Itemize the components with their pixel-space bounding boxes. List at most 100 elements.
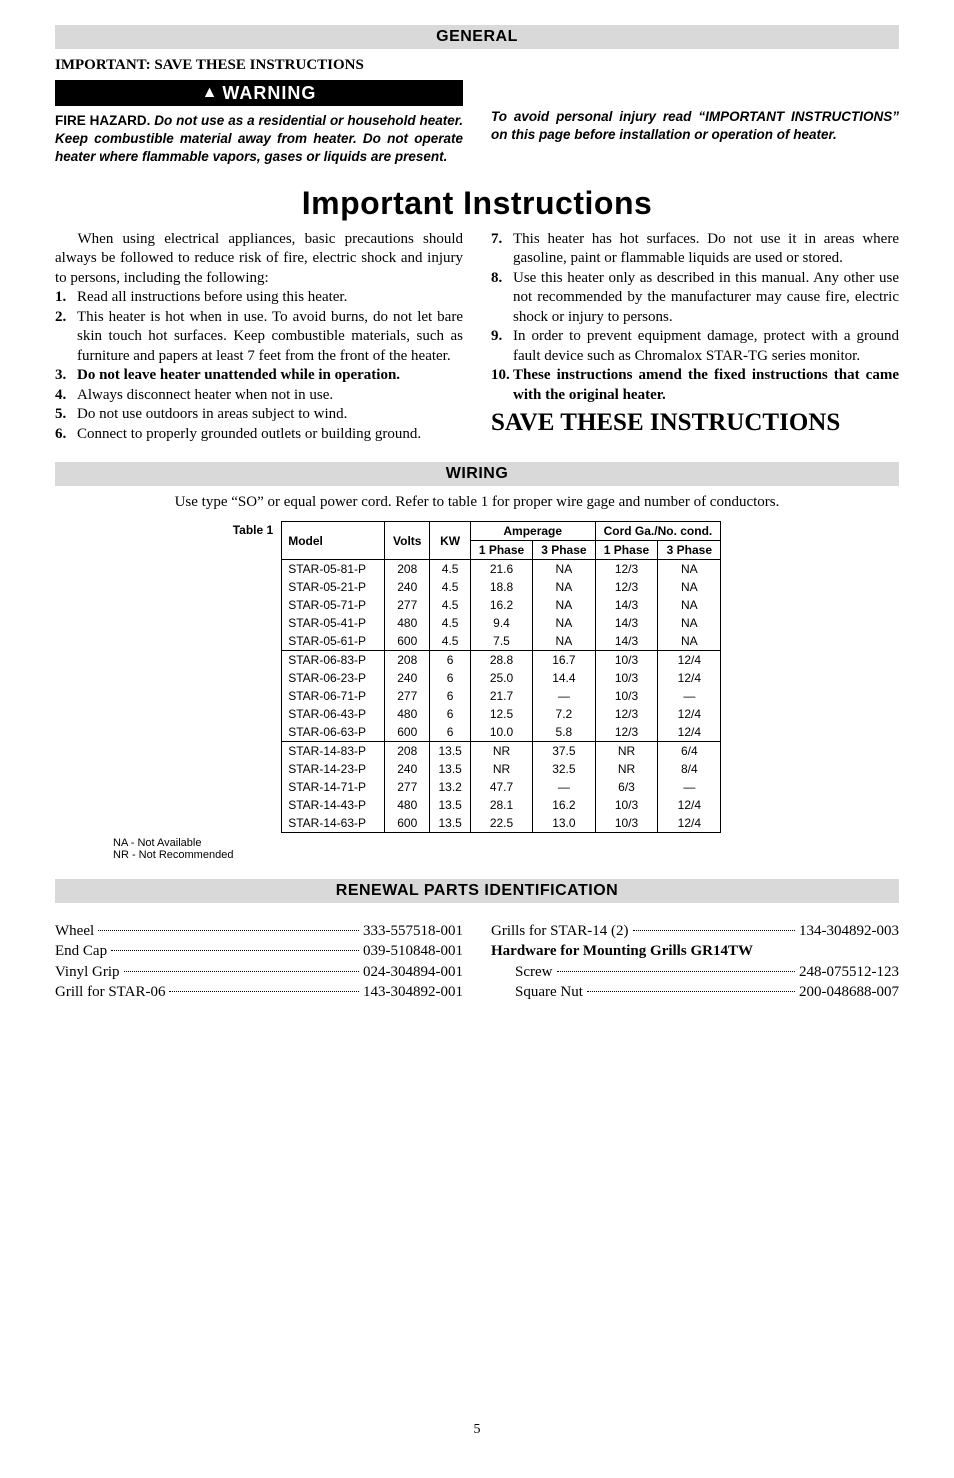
instructions-intro: When using electrical appliances, basic … [55, 230, 463, 289]
part-name: Wheel [55, 921, 94, 941]
table-cell: 16.7 [533, 651, 595, 670]
table-cell: 208 [385, 560, 430, 579]
table-cell: — [658, 687, 721, 705]
table-cell: 13.5 [430, 742, 470, 761]
table-cell: 12/3 [595, 705, 658, 723]
table-row: STAR-14-71-P27713.247.7—6/3— [282, 778, 721, 796]
table-cell: STAR-06-83-P [282, 651, 385, 670]
part-name: Square Nut [491, 982, 583, 1002]
leader-dots [587, 991, 795, 992]
table-cell: 12/3 [595, 723, 658, 742]
part-number: 039-510848-001 [363, 941, 463, 961]
fire-hazard-text: FIRE HAZARD. Do not use as a residential… [55, 112, 463, 167]
important-instructions-title: Important Instructions [55, 185, 899, 222]
instructions-left-col: When using electrical appliances, basic … [55, 230, 463, 445]
part-number: 200-048688-007 [799, 982, 899, 1002]
wiring-table-head: Model Volts KW Amperage Cord Ga./No. con… [282, 522, 721, 560]
table-row: STAR-05-21-P2404.518.8NA12/3NA [282, 578, 721, 596]
wiring-intro: Use type “SO” or equal power cord. Refer… [55, 494, 899, 511]
table-cell: 240 [385, 669, 430, 687]
table-cell: STAR-05-81-P [282, 560, 385, 579]
table-cell: 10/3 [595, 651, 658, 670]
table-cell: STAR-14-43-P [282, 796, 385, 814]
table-cell: 16.2 [470, 596, 532, 614]
th-amp-3ph: 3 Phase [533, 541, 595, 560]
table-cell: STAR-05-71-P [282, 596, 385, 614]
table-cell: 13.5 [430, 814, 470, 833]
table-cell: 21.7 [470, 687, 532, 705]
table-cell: 6 [430, 669, 470, 687]
table-cell: 12/4 [658, 705, 721, 723]
table-cell: NR [470, 760, 532, 778]
part-name: Grill for STAR-06 [55, 982, 165, 1002]
section-header-parts: RENEWAL PARTS IDENTIFICATION [55, 879, 899, 903]
table-cell: STAR-14-63-P [282, 814, 385, 833]
th-kw: KW [430, 522, 470, 560]
th-cord-1ph: 1 Phase [595, 541, 658, 560]
table-cell: 25.0 [470, 669, 532, 687]
table-cell: 7.5 [470, 632, 532, 651]
table-cell: 12.5 [470, 705, 532, 723]
table-row: STAR-14-63-P60013.522.513.010/312/4 [282, 814, 721, 833]
part-number: 333-557518-001 [363, 921, 463, 941]
part-name: Screw [491, 962, 553, 982]
table-cell: 12/3 [595, 578, 658, 596]
table-cell: NA [533, 632, 595, 651]
fire-hazard-lead: FIRE HAZARD. [55, 113, 150, 128]
table-cell: 13.5 [430, 796, 470, 814]
part-number: 248-075512-123 [799, 962, 899, 982]
table-cell: 4.5 [430, 632, 470, 651]
part-number: 143-304892-001 [363, 982, 463, 1002]
table-cell: NA [533, 578, 595, 596]
table-cell: 277 [385, 596, 430, 614]
warning-label: WARNING [222, 83, 316, 104]
table-cell: 480 [385, 705, 430, 723]
table-cell: 12/3 [595, 560, 658, 579]
table-cell: 208 [385, 742, 430, 761]
table-cell: 6 [430, 687, 470, 705]
th-cord: Cord Ga./No. cond. [595, 522, 721, 541]
table-cell: 9.4 [470, 614, 532, 632]
th-model: Model [282, 522, 385, 560]
table-cell: 4.5 [430, 560, 470, 579]
table-cell: STAR-05-61-P [282, 632, 385, 651]
table-row: STAR-06-83-P208628.816.710/312/4 [282, 651, 721, 670]
instructions-two-col: When using electrical appliances, basic … [55, 230, 899, 445]
table-cell: 277 [385, 778, 430, 796]
general-right-col: To avoid personal injury read “IMPORTANT… [491, 80, 899, 167]
table-cell: 4.5 [430, 596, 470, 614]
instruction-item: These instructions amend the fixed instr… [491, 366, 899, 405]
table-cell: 10/3 [595, 669, 658, 687]
table-cell: 7.2 [533, 705, 595, 723]
table-cell: 12/4 [658, 723, 721, 742]
th-amp-1ph: 1 Phase [470, 541, 532, 560]
table-cell: 6 [430, 705, 470, 723]
table-row: STAR-05-61-P6004.57.5NA14/3NA [282, 632, 721, 651]
table-row: STAR-05-71-P2774.516.2NA14/3NA [282, 596, 721, 614]
save-these-instructions: SAVE THESE INSTRUCTIONS [491, 409, 899, 437]
table-cell: STAR-14-71-P [282, 778, 385, 796]
table-cell: 28.8 [470, 651, 532, 670]
table-cell: 277 [385, 687, 430, 705]
general-left-col: ▲ WARNING FIRE HAZARD. Do not use as a r… [55, 80, 463, 167]
table-row: STAR-06-63-P600610.05.812/312/4 [282, 723, 721, 742]
table-cell: NA [658, 632, 721, 651]
table-row: STAR-14-83-P20813.5NR37.5NR6/4 [282, 742, 721, 761]
part-row: End Cap 039-510848-001 [55, 941, 463, 961]
table-cell: NA [533, 614, 595, 632]
leader-dots [111, 950, 359, 951]
table-cell: 13.2 [430, 778, 470, 796]
part-number: 024-304894-001 [363, 962, 463, 982]
table-cell: 480 [385, 796, 430, 814]
page-number: 5 [55, 1422, 899, 1438]
table-row: STAR-14-23-P24013.5NR32.5NR8/4 [282, 760, 721, 778]
table-row: STAR-05-81-P2084.521.6NA12/3NA [282, 560, 721, 579]
part-name: End Cap [55, 941, 107, 961]
part-name: Vinyl Grip [55, 962, 120, 982]
instruction-item: Do not leave heater unattended while in … [55, 366, 463, 386]
table-cell: 10/3 [595, 796, 658, 814]
th-volts: Volts [385, 522, 430, 560]
part-row: Vinyl Grip 024-304894-001 [55, 962, 463, 982]
table-cell: 600 [385, 814, 430, 833]
table-cell: 240 [385, 578, 430, 596]
